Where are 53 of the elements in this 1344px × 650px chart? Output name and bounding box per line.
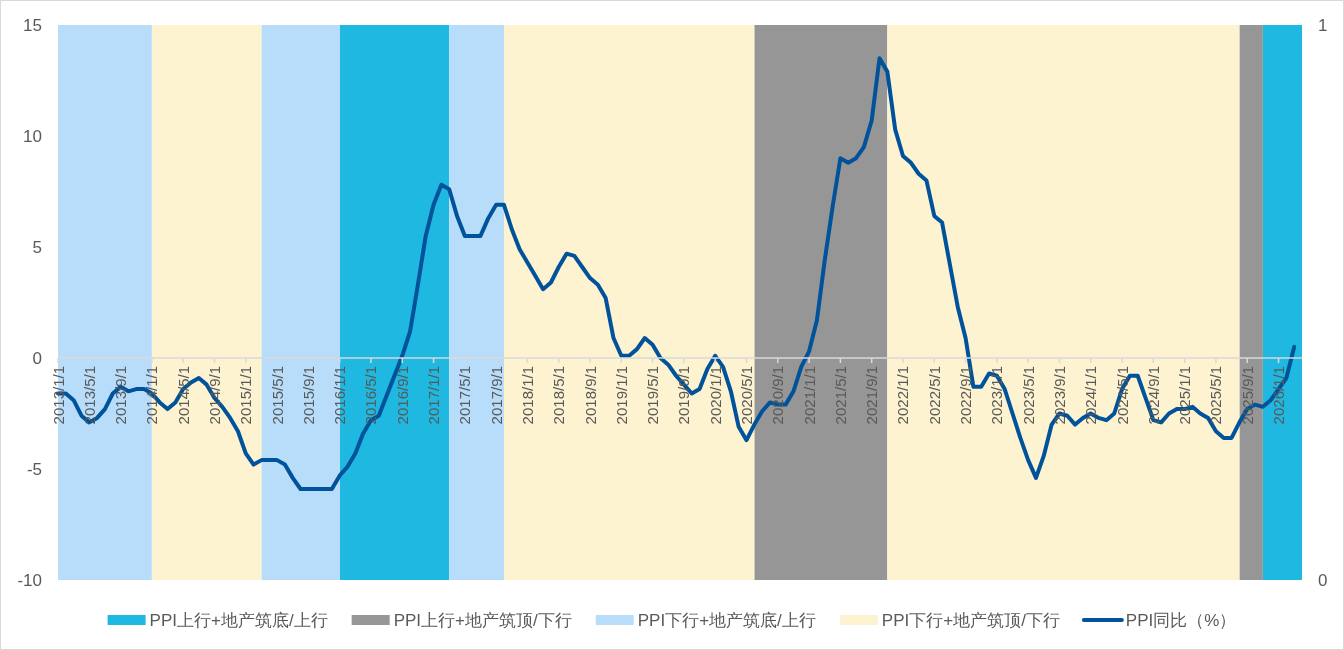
x-tick-label: 2019/9/1	[675, 366, 693, 425]
legend-label: PPI同比（%）	[1125, 611, 1237, 630]
x-tick-label: 2021/1/1	[800, 366, 818, 425]
x-tick-label: 2013/5/1	[80, 366, 98, 425]
x-tick-label: 2025/5/1	[1207, 366, 1225, 425]
y-tick-label: -5	[26, 460, 42, 479]
x-tick-label: 2022/9/1	[957, 366, 975, 425]
x-tick-label: 2016/9/1	[393, 366, 411, 425]
x-tick-label: 2013/1/1	[49, 366, 67, 425]
y-tick-label: 5	[32, 238, 42, 257]
x-tick-label: 2015/5/1	[268, 366, 286, 425]
x-tick-label: 2014/9/1	[205, 366, 223, 425]
x-tick-label: 2015/1/1	[237, 366, 255, 425]
x-tick-label: 2019/1/1	[612, 366, 630, 425]
x-tick-label: 2025/1/1	[1176, 366, 1194, 425]
x-tick-label: 2017/1/1	[425, 366, 443, 425]
x-tick-label: 2021/5/1	[831, 366, 849, 425]
x-tick-label: 2024/1/1	[1082, 366, 1100, 425]
x-tick-label: 2020/5/1	[738, 366, 755, 425]
x-tick-label: 2022/5/1	[925, 366, 943, 425]
x-tick-label: 2024/9/1	[1144, 366, 1162, 425]
x-tick-label: 2016/5/1	[362, 366, 380, 425]
y-tick-label: 0	[32, 349, 42, 368]
x-tick-label: 2020/1/1	[706, 366, 724, 425]
legend-label: PPI上行+地产筑底/上行	[149, 611, 328, 630]
y2-tick-label: 1	[1318, 16, 1328, 35]
x-tick-label: 2019/5/1	[644, 366, 662, 425]
x-tick-label: 2018/1/1	[518, 366, 536, 425]
x-tick-label: 2017/5/1	[456, 366, 474, 425]
legend-label: PPI下行+地产筑底/上行	[637, 611, 816, 630]
x-tick-label: 2023/5/1	[1019, 366, 1037, 425]
y2-tick-label: 0	[1318, 571, 1328, 590]
x-tick-label: 2023/9/1	[1050, 366, 1068, 425]
x-tick-label: 2018/9/1	[581, 366, 599, 425]
x-tick-label: 2014/1/1	[143, 366, 161, 425]
x-tick-label: 2021/9/1	[863, 366, 881, 425]
x-tick-label: 2018/5/1	[550, 366, 568, 425]
x-tick-label: 2017/9/1	[487, 366, 505, 425]
y-tick-label: 10	[23, 127, 42, 146]
x-tick-label: 2024/5/1	[1113, 366, 1131, 425]
x-tick-label: 2022/1/1	[894, 366, 912, 425]
legend-label: PPI下行+地产筑顶/下行	[881, 611, 1060, 630]
x-tick-label: 2023/1/1	[988, 366, 1006, 425]
x-tick-label: 2014/5/1	[174, 366, 192, 425]
x-tick-label: 2020/9/1	[769, 366, 787, 425]
x-tick-label: 2025/9/1	[1238, 366, 1256, 425]
x-tick-label: 2016/1/1	[331, 366, 349, 425]
y-tick-label: 15	[23, 16, 42, 35]
y-tick-label: -10	[17, 571, 42, 590]
x-tick-label: 2013/9/1	[112, 366, 130, 425]
legend-label: PPI上行+地产筑顶/下行	[393, 611, 572, 630]
x-tick-label: 2015/9/1	[299, 366, 317, 425]
x-tick-label: 2026/1/1	[1270, 366, 1288, 425]
